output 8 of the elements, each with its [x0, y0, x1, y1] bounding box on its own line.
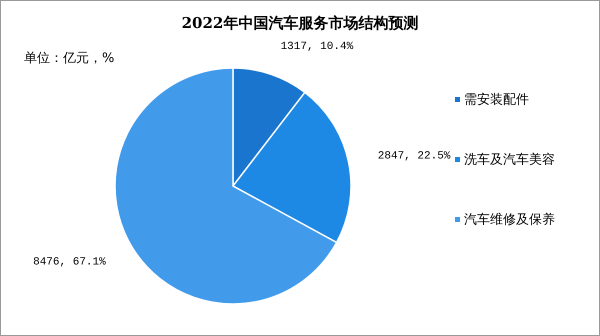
data-label: 2847, 22.5% — [378, 150, 451, 162]
legend-label: 需安装配件 — [464, 92, 529, 108]
data-label: 1317, 10.4% — [280, 40, 354, 53]
text: 单位：亿元，% — [24, 51, 114, 66]
legend-label: 洗车及汽车美容 — [464, 152, 555, 168]
chart-title: 2022年中国汽车服务市场结构预测 — [182, 14, 418, 32]
data-label: 8476, 67.1% — [33, 256, 106, 268]
legend-label: 汽车维修及保养 — [464, 212, 555, 228]
